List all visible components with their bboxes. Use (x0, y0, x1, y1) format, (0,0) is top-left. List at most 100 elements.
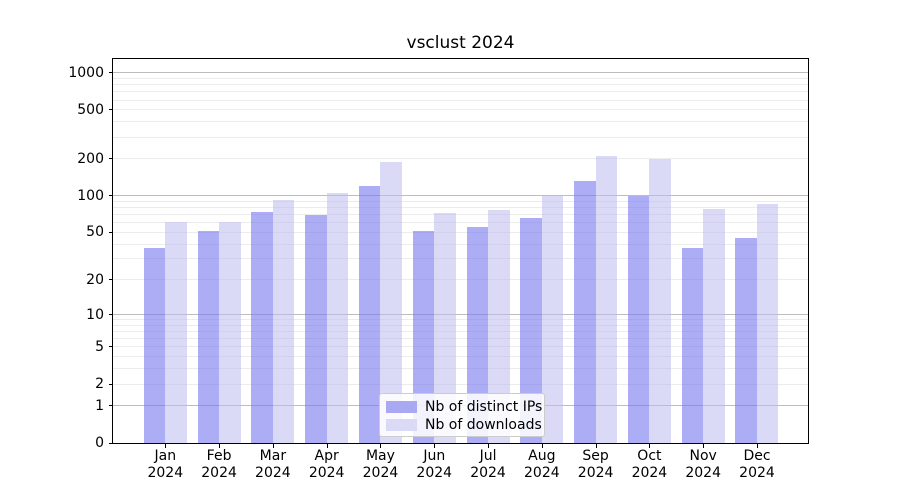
y-tick-mark (109, 346, 113, 348)
gridline-minor (113, 91, 808, 93)
bar-downloads (165, 221, 187, 443)
legend-swatch-distinct-ips (386, 401, 417, 413)
y-tick-label: 0 (95, 435, 104, 451)
bar-distinct-ips (627, 195, 650, 443)
legend-swatch-downloads (386, 419, 417, 431)
x-tick-mark (272, 444, 274, 448)
x-tick-mark (756, 444, 758, 448)
x-tick-mark (541, 444, 543, 448)
x-tick-mark (703, 444, 705, 448)
y-tick-mark (109, 442, 113, 444)
bar-downloads (756, 204, 779, 443)
y-tick-label: 20 (86, 271, 104, 288)
bar-distinct-ips (412, 231, 435, 443)
x-tick-mark (380, 444, 382, 448)
gridline-minor (113, 200, 808, 202)
y-tick-mark (109, 195, 113, 197)
y-tick-mark (109, 231, 113, 233)
x-tick-label: Jan 2024 (147, 448, 184, 481)
x-tick-mark (326, 444, 328, 448)
gridline-minor (113, 222, 808, 224)
y-tick-mark (109, 72, 113, 74)
x-tick-label: Dec 2024 (739, 448, 775, 481)
bar-downloads (703, 208, 725, 443)
gridline-minor (113, 368, 808, 370)
x-tick-label: Sep 2024 (577, 448, 614, 481)
gridline-major (113, 72, 808, 74)
x-tick-label: Oct 2024 (631, 448, 668, 481)
bar-distinct-ips (251, 212, 273, 443)
y-tick-mark (109, 158, 113, 160)
legend-label: Nb of downloads (425, 417, 542, 433)
gridline-minor (113, 279, 808, 281)
y-tick-label: 1 (95, 397, 104, 414)
x-tick-mark (219, 444, 221, 448)
legend: Nb of distinct IPs Nb of downloads (379, 393, 545, 437)
y-tick-label: 200 (77, 150, 104, 167)
gridline-minor (113, 84, 808, 86)
bar-distinct-ips (143, 248, 166, 443)
x-tick-label: Feb 2024 (201, 448, 237, 481)
gridline-minor (113, 207, 808, 209)
y-tick-label: 100 (77, 187, 104, 204)
y-tick-mark (109, 314, 113, 315)
gridline-minor (113, 214, 808, 216)
legend-item-downloads: Nb of downloads (386, 416, 544, 434)
x-tick-label: Aug 2024 (524, 448, 560, 481)
gridline-minor (113, 231, 808, 233)
x-tick-mark (488, 444, 490, 448)
gridline-minor (113, 109, 808, 111)
y-tick-mark (109, 383, 113, 385)
bar-distinct-ips (574, 180, 596, 443)
x-tick-mark (649, 444, 651, 448)
gridline-minor (113, 331, 808, 333)
gridline-minor (113, 356, 808, 358)
gridline-major (113, 195, 808, 197)
bar-distinct-ips (197, 231, 220, 443)
gridline-minor (113, 77, 808, 79)
gridline-minor (113, 258, 808, 260)
gridline-minor (113, 319, 808, 321)
gridline-minor (113, 136, 808, 138)
bar-downloads (219, 221, 241, 443)
bar-downloads (488, 209, 510, 443)
x-tick-label: Jul 2024 (470, 448, 506, 481)
y-tick-label: 500 (77, 101, 104, 118)
x-tick-mark (165, 444, 167, 448)
y-tick-label: 5 (95, 338, 104, 355)
legend-label: Nb of distinct IPs (425, 399, 543, 415)
plot-area (113, 59, 808, 443)
gridline-minor (113, 324, 808, 326)
gridline-minor (113, 121, 808, 123)
gridline-major (113, 314, 808, 315)
gridline-minor (113, 99, 808, 101)
gridline-minor (113, 346, 808, 348)
bar-distinct-ips (520, 218, 542, 443)
x-tick-mark (434, 444, 436, 448)
gridline-minor (113, 158, 808, 160)
chart-title: vsclust 2024 (406, 33, 515, 53)
x-tick-mark (595, 444, 597, 448)
y-tick-label: 50 (86, 224, 104, 241)
gridline-minor (113, 243, 808, 245)
x-tick-label: May 2024 (362, 448, 399, 481)
x-tick-label: Jun 2024 (416, 448, 453, 481)
bar-downloads (326, 192, 349, 443)
y-tick-mark (109, 279, 113, 281)
x-tick-label: Mar 2024 (255, 448, 291, 481)
bar-distinct-ips (735, 237, 757, 443)
gridline-minor (113, 383, 808, 385)
y-tick-mark (109, 109, 113, 111)
legend-item-distinct-ips: Nb of distinct IPs (386, 398, 544, 416)
x-tick-label: Apr 2024 (308, 448, 345, 481)
bar-downloads (541, 195, 564, 443)
bar-distinct-ips (358, 186, 381, 443)
y-tick-label: 1000 (68, 64, 104, 81)
bar-downloads (434, 213, 456, 443)
y-tick-label: 2 (95, 376, 104, 393)
y-tick-mark (109, 405, 113, 407)
bar-downloads (649, 158, 671, 443)
y-tick-label: 10 (86, 306, 104, 323)
bar-downloads (380, 162, 402, 443)
